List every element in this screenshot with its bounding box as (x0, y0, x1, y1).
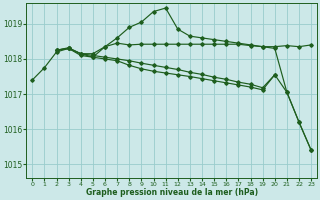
X-axis label: Graphe pression niveau de la mer (hPa): Graphe pression niveau de la mer (hPa) (86, 188, 258, 197)
